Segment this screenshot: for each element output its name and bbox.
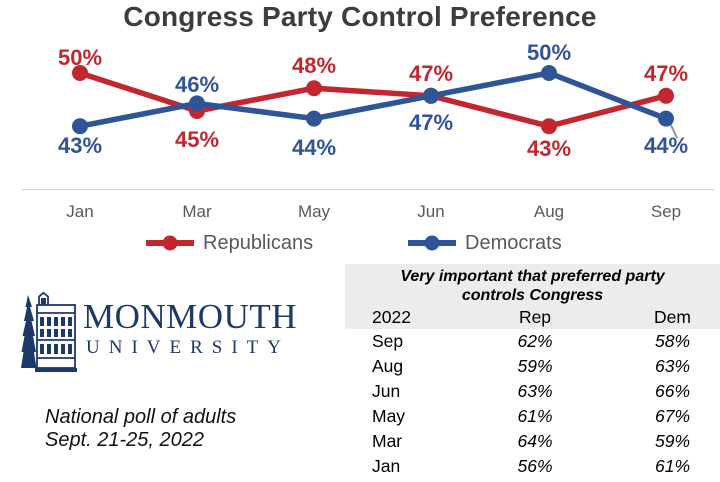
- logo-wordmark: MONMOUTH: [83, 297, 297, 336]
- table-row: May 61% 67%: [345, 404, 720, 429]
- table-cell-dem-value: 58%: [654, 331, 691, 351]
- table-header-block: Very important that preferred party cont…: [345, 264, 720, 329]
- x-tick-may: May: [297, 202, 331, 221]
- table-cell-dem-value: 67%: [654, 406, 691, 426]
- legend-item-republicans: Republicans: [145, 231, 313, 255]
- republicans-point-may: [306, 80, 322, 97]
- democrats-line-marker-icon: [408, 235, 456, 251]
- table-cell-rep-value: 63%: [517, 381, 553, 401]
- table-row: Jun 63% 66%: [345, 379, 720, 404]
- poll-caption: National poll of adults Sept. 21-25, 202…: [45, 406, 236, 452]
- table-cell-month: Mar: [372, 431, 403, 451]
- republicans-point-jun: [423, 87, 439, 104]
- democrats-point-aug: [541, 65, 557, 81]
- table-cell-rep-value: 64%: [517, 431, 553, 451]
- democrats-point-may: [306, 110, 322, 127]
- democrats-point-mar: [189, 95, 205, 112]
- republicans-value-label-jan: 50%: [57, 45, 103, 70]
- table-cell-rep-value: 61%: [517, 406, 553, 426]
- logo-subtitle: UNIVERSITY: [86, 337, 290, 358]
- democrats-value-label-sep: 44%: [643, 133, 689, 158]
- democrats-point-sep: [658, 110, 674, 127]
- table-body: Sep 62% 58% Aug 59% 63% Jun 63% 66% May …: [345, 329, 720, 479]
- republicans-value-label-may: 48%: [291, 53, 337, 78]
- table-row: Sep 62% 58%: [345, 329, 720, 354]
- republicans-point-mar: [189, 103, 205, 119]
- table-cell-dem-value: 66%: [654, 381, 691, 401]
- monmouth-building-icon: [21, 292, 77, 372]
- building-windows: [40, 298, 72, 354]
- x-tick-jan: Jan: [66, 202, 94, 221]
- table-cell-rep-value: 56%: [517, 456, 553, 476]
- democrats-point-jan: [72, 118, 88, 135]
- x-tick-sep: Sep: [650, 202, 682, 221]
- table-row: Mar 64% 59%: [345, 429, 720, 454]
- table-cell-dem-value: 61%: [654, 456, 691, 476]
- table-cell-month: Jun: [372, 381, 401, 401]
- democrats-value-label-aug: 50%: [526, 40, 572, 65]
- col-header-dem: Dem: [654, 306, 691, 327]
- table-cell-month: Jan: [372, 456, 401, 476]
- table-cell-rep-value: 59%: [517, 356, 553, 376]
- republicans-value-label-sep: 47%: [643, 61, 689, 86]
- caption-line-2: Sept. 21-25, 2022: [45, 429, 205, 451]
- table-cell-rep-value: 62%: [517, 331, 553, 351]
- caption-line-1: National poll of adults: [45, 406, 237, 428]
- table-cell-month: Aug: [372, 356, 404, 376]
- col-header-rep: Rep: [518, 306, 552, 327]
- table-cell-month: May: [372, 406, 406, 426]
- x-tick-aug: Aug: [533, 202, 565, 221]
- democrats-value-label-jun: 47%: [408, 110, 454, 135]
- chart-title: Congress Party Control Preference: [123, 1, 597, 32]
- importance-table: Very important that preferred party cont…: [345, 264, 720, 479]
- democrats-value-label-mar: 46%: [174, 72, 220, 97]
- republicans-point-aug: [541, 118, 557, 135]
- legend-label-republicans: Republicans: [203, 231, 314, 254]
- x-tick-jun: Jun: [417, 202, 445, 221]
- table-row: Aug 59% 63%: [345, 354, 720, 379]
- republicans-value-label-mar: 45%: [174, 127, 220, 152]
- republicans-value-label-aug: 43%: [526, 136, 572, 161]
- table-cell-dem-value: 63%: [654, 356, 691, 376]
- x-axis-line: [22, 189, 714, 190]
- table-cell-dem-value: 59%: [654, 431, 691, 451]
- x-tick-mar: Mar: [182, 202, 212, 221]
- table-title: Very important that preferred party cont…: [400, 268, 665, 304]
- democrats-value-label-may: 44%: [291, 135, 337, 160]
- legend-item-democrats: Democrats: [407, 231, 562, 255]
- republicans-value-label-jun: 47%: [408, 61, 454, 86]
- democrats-value-label-jan: 43%: [57, 133, 103, 158]
- republicans-line-marker-icon: [146, 235, 194, 251]
- table-column-headers: 2022 Rep Dem: [345, 305, 720, 329]
- line-chart: [72, 65, 678, 139]
- democrats-point-jun: [423, 87, 439, 104]
- republicans-point-sep: [658, 87, 674, 104]
- col-header-year: 2022: [372, 306, 411, 327]
- legend-label-democrats: Democrats: [465, 231, 562, 254]
- table-row: Jan 56% 61%: [345, 454, 720, 479]
- table-cell-month: Sep: [372, 331, 404, 351]
- monmouth-university-logo: MONMOUTH UNIVERSITY: [20, 292, 297, 374]
